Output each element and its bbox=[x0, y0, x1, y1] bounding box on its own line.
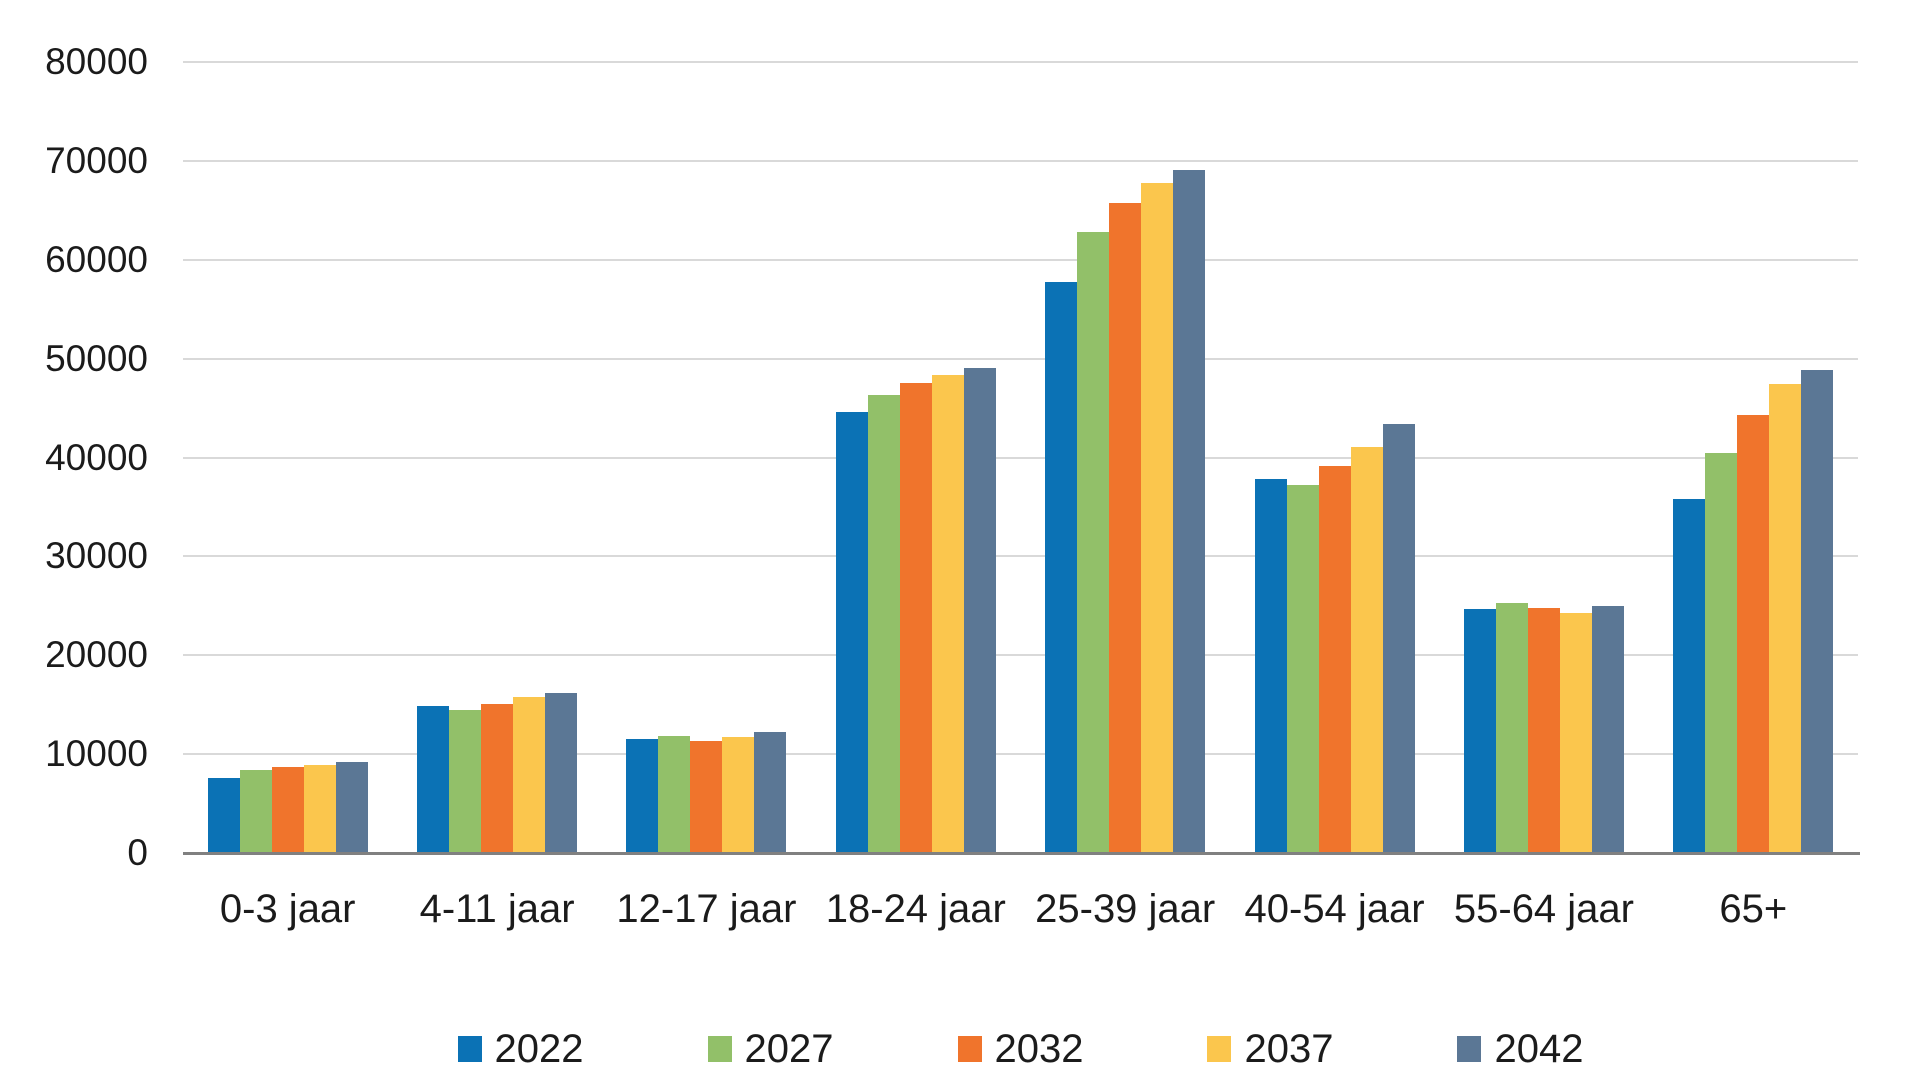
gridline-40000 bbox=[183, 456, 1858, 459]
y-axis-tick-label: 10000 bbox=[45, 733, 148, 775]
legend-swatch-2027 bbox=[707, 1036, 732, 1062]
bar-2022-25-39-jaar bbox=[1045, 281, 1078, 853]
y-axis-tick-label: 60000 bbox=[45, 238, 148, 280]
bar-2042-40-54-jaar bbox=[1382, 423, 1415, 853]
bar-2027-12-17-jaar bbox=[658, 736, 691, 853]
x-axis-label-40-54-jaar: 40-54 jaar bbox=[1244, 887, 1425, 931]
bar-2037-25-39-jaar bbox=[1141, 182, 1174, 853]
x-axis-line bbox=[183, 852, 1860, 855]
bar-2037-0-3-jaar bbox=[303, 765, 336, 853]
bar-2022-0-3-jaar bbox=[207, 777, 240, 853]
legend-label-2027: 2027 bbox=[744, 1027, 834, 1071]
bar-group-55-64-jaar bbox=[1439, 62, 1648, 853]
bar-2037-40-54-jaar bbox=[1350, 446, 1383, 853]
y-axis-tick-label: 40000 bbox=[45, 436, 148, 478]
x-axis-label-18-24-jaar: 18-24 jaar bbox=[825, 887, 1006, 931]
gridline-70000 bbox=[183, 159, 1858, 162]
legend-swatch-2042 bbox=[1457, 1036, 1482, 1062]
y-axis-tick-label: 20000 bbox=[45, 634, 148, 676]
bar-group-18-24-jaar bbox=[811, 62, 1020, 853]
gridline-20000 bbox=[183, 654, 1858, 657]
legend-item-2027: 2027 bbox=[707, 1027, 834, 1071]
bar-group-12-17-jaar bbox=[602, 62, 811, 853]
x-axis-label-55-64-jaar: 55-64 jaar bbox=[1453, 887, 1634, 931]
gridline-60000 bbox=[183, 258, 1858, 261]
bar-2042-18-24-jaar bbox=[963, 367, 996, 853]
legend-swatch-2032 bbox=[957, 1036, 982, 1062]
x-axis-label-12-17-jaar: 12-17 jaar bbox=[616, 887, 797, 931]
legend-item-2037: 2037 bbox=[1207, 1027, 1333, 1071]
bar-2022-55-64-jaar bbox=[1463, 608, 1496, 853]
bar-group-40-54-jaar bbox=[1230, 62, 1439, 853]
y-axis-tick-label: 0 bbox=[127, 832, 148, 873]
legend-label-2037: 2037 bbox=[1244, 1027, 1334, 1071]
y-axis-tick-label: 30000 bbox=[45, 535, 148, 577]
bar-2022-4-11-jaar bbox=[417, 705, 450, 853]
bar-2032-0-3-jaar bbox=[271, 766, 304, 853]
bar-group-25-39-jaar bbox=[1021, 62, 1230, 853]
gridline-80000 bbox=[183, 61, 1858, 63]
x-axis-label-0-3-jaar: 0-3 jaar bbox=[219, 887, 356, 931]
gridline-30000 bbox=[183, 555, 1858, 558]
bar-2042-65+ bbox=[1801, 369, 1834, 853]
bar-2032-12-17-jaar bbox=[690, 741, 723, 853]
bar-2022-12-17-jaar bbox=[626, 739, 659, 853]
legend-swatch-2037 bbox=[1207, 1036, 1232, 1062]
bar-2037-12-17-jaar bbox=[722, 737, 755, 853]
bar-2027-18-24-jaar bbox=[867, 395, 900, 853]
bar-2042-4-11-jaar bbox=[545, 692, 578, 853]
bar-2022-65+ bbox=[1673, 499, 1706, 853]
bar-group-4-11-jaar bbox=[392, 62, 601, 853]
bar-2042-12-17-jaar bbox=[754, 732, 787, 853]
legend-swatch-2022 bbox=[457, 1036, 482, 1062]
bar-2027-0-3-jaar bbox=[239, 769, 272, 853]
bar-2032-40-54-jaar bbox=[1318, 466, 1351, 853]
legend-label-2032: 2032 bbox=[994, 1027, 1084, 1071]
bar-2042-25-39-jaar bbox=[1173, 169, 1206, 853]
legend-label-2022: 2022 bbox=[494, 1027, 584, 1071]
bar-2032-25-39-jaar bbox=[1109, 203, 1142, 853]
bar-2022-40-54-jaar bbox=[1254, 479, 1287, 853]
gridline-10000 bbox=[183, 753, 1858, 756]
bar-2027-25-39-jaar bbox=[1077, 232, 1110, 853]
bar-2032-55-64-jaar bbox=[1527, 607, 1560, 853]
legend-item-2032: 2032 bbox=[957, 1027, 1084, 1071]
y-axis-tick-label: 50000 bbox=[45, 337, 148, 379]
bar-2027-65+ bbox=[1705, 452, 1738, 853]
bar-2042-0-3-jaar bbox=[335, 762, 368, 853]
bar-group-0-3-jaar bbox=[183, 62, 392, 853]
x-axis-label-4-11-jaar: 4-11 jaar bbox=[419, 887, 575, 931]
legend-item-2042: 2042 bbox=[1457, 1027, 1583, 1071]
x-axis-label-65+: 65+ bbox=[1719, 887, 1788, 931]
bar-2042-55-64-jaar bbox=[1591, 605, 1624, 853]
bar-2037-4-11-jaar bbox=[513, 696, 546, 853]
bar-2032-65+ bbox=[1737, 414, 1770, 853]
bar-2032-18-24-jaar bbox=[899, 383, 932, 853]
bar-2032-4-11-jaar bbox=[481, 703, 514, 853]
bar-2027-55-64-jaar bbox=[1495, 602, 1528, 853]
legend-item-2022: 2022 bbox=[457, 1027, 584, 1071]
bar-2022-18-24-jaar bbox=[835, 412, 868, 853]
bar-2037-55-64-jaar bbox=[1559, 612, 1592, 853]
bar-2027-40-54-jaar bbox=[1286, 485, 1319, 853]
legend: 2022 2027 2032 2037 2042 bbox=[183, 1018, 1858, 1080]
y-axis-tick-label: 80000 bbox=[45, 41, 148, 82]
bar-2037-65+ bbox=[1769, 384, 1802, 853]
bar-group-65+ bbox=[1649, 62, 1858, 853]
bar-2027-4-11-jaar bbox=[449, 709, 482, 853]
plot-area bbox=[183, 61, 1858, 853]
x-axis-label-25-39-jaar: 25-39 jaar bbox=[1035, 887, 1216, 931]
y-axis-tick-label: 70000 bbox=[45, 139, 148, 181]
bar-2037-18-24-jaar bbox=[931, 375, 964, 853]
gridline-50000 bbox=[183, 357, 1858, 360]
legend-label-2042: 2042 bbox=[1494, 1027, 1584, 1071]
